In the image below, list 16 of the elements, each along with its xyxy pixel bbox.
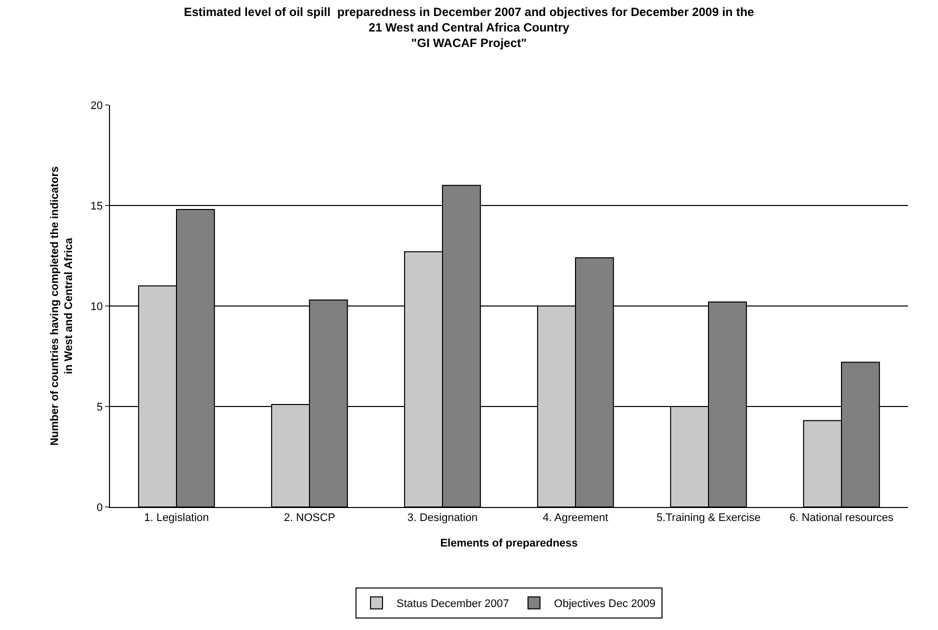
y-tick-label: 15 — [90, 200, 103, 212]
x-tick-label: 2. NOSCP — [284, 512, 336, 524]
x-axis-title: Elements of preparedness — [440, 537, 578, 550]
x-tick-label: 1. Legislation — [144, 512, 209, 524]
legend-label: Objectives Dec 2009 — [554, 598, 656, 610]
chart-title: Estimated level of oil spill preparedness in December 2007 and objectives for December 2009 in the 21 West and Central Africa Country "GI WACAF Project" — [184, 4, 754, 50]
y-tick-label: 10 — [90, 300, 103, 313]
y-axis-title: Number of countries having completed the indicators in West and Central Africa — [48, 166, 76, 446]
x-tick-label: 6. National resources — [790, 512, 894, 524]
x-tick-label: 5.Training & Exercise — [656, 512, 761, 524]
y-tick-label: 20 — [90, 100, 103, 112]
legend-label: Status December 2007 — [396, 598, 510, 610]
x-tick-label: 3. Designation — [407, 512, 478, 524]
x-tick-label: 4. Agreement — [542, 512, 608, 524]
y-tick-label: 0 — [96, 502, 103, 514]
y-tick-label: 5 — [96, 401, 103, 414]
